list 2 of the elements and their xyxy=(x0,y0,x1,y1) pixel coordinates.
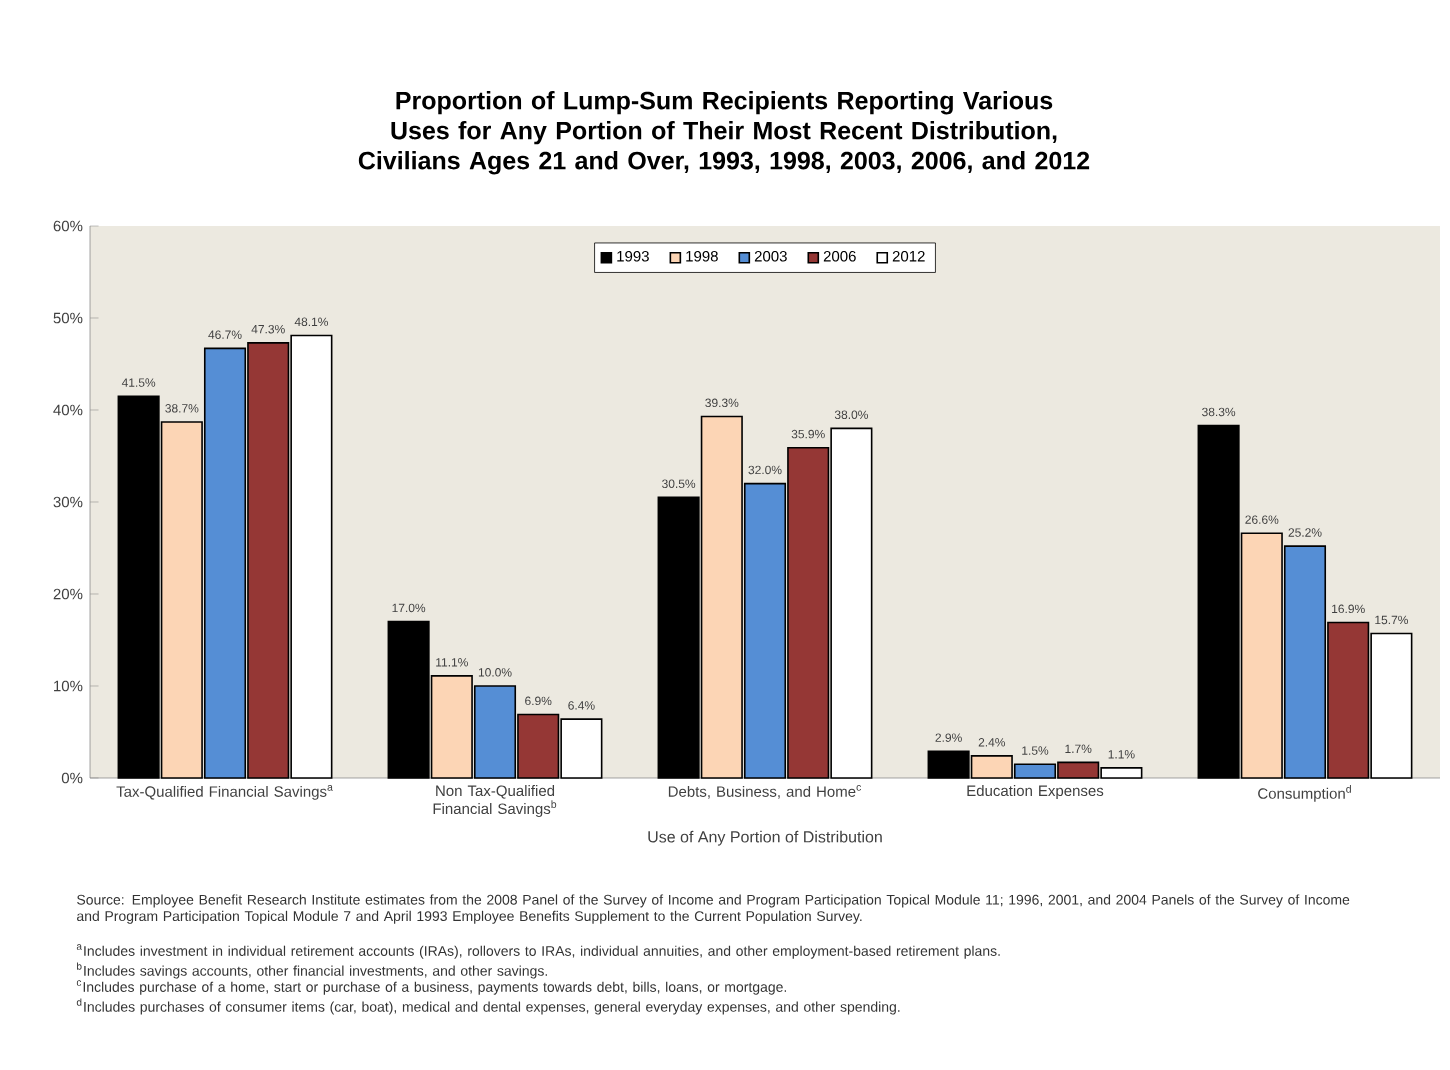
x-axis-title: Use of Any Portion of Distribution xyxy=(648,830,882,846)
chart-title: Proportion of Lump-Sum Recipients Reporting Various Uses for Any Portion of Their Most Recent Distribution, Civilians Ages 21 and Over, 1993, 1998, 2003, 2006, and 2012 xyxy=(358,91,1090,175)
